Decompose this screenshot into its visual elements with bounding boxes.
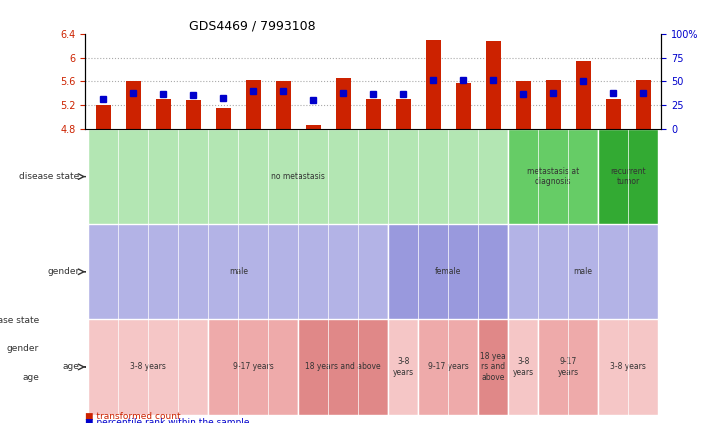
FancyBboxPatch shape [418, 319, 479, 415]
Text: recurrent
tumor: recurrent tumor [611, 167, 646, 186]
Bar [456, 82, 471, 129]
Text: ■ transformed count: ■ transformed count [85, 412, 181, 421]
Text: metastasis at
diagnosis: metastasis at diagnosis [527, 167, 579, 186]
Text: 18 years and above: 18 years and above [306, 363, 381, 371]
Bar [276, 81, 291, 129]
Text: 9-17 years: 9-17 years [233, 363, 274, 371]
Text: disease state: disease state [0, 316, 39, 325]
FancyBboxPatch shape [598, 129, 658, 224]
Bar [576, 60, 591, 129]
Bar [246, 80, 261, 129]
FancyBboxPatch shape [388, 319, 418, 415]
Bar [606, 99, 621, 129]
FancyBboxPatch shape [508, 319, 538, 415]
Text: age: age [63, 363, 80, 371]
FancyBboxPatch shape [508, 129, 598, 224]
Text: 3-8 years: 3-8 years [130, 363, 166, 371]
Text: 3-8
years: 3-8 years [392, 357, 414, 376]
Text: 3-8
years: 3-8 years [513, 357, 534, 376]
FancyBboxPatch shape [88, 319, 208, 415]
Text: ■ percentile rank within the sample: ■ percentile rank within the sample [85, 418, 250, 423]
Bar [426, 40, 441, 129]
Bar [336, 78, 351, 129]
Text: 9-17 years: 9-17 years [428, 363, 469, 371]
Bar [365, 99, 381, 129]
Bar [96, 105, 111, 129]
Text: disease state: disease state [19, 172, 80, 181]
Text: gender: gender [7, 344, 39, 354]
Text: male: male [574, 267, 593, 276]
Bar [396, 99, 411, 129]
Text: age: age [22, 373, 39, 382]
Bar [126, 81, 141, 129]
FancyBboxPatch shape [479, 319, 508, 415]
FancyBboxPatch shape [538, 319, 598, 415]
Bar [636, 80, 651, 129]
Bar [546, 80, 561, 129]
Text: female: female [435, 267, 461, 276]
FancyBboxPatch shape [388, 224, 508, 319]
Text: 18 yea
rs and
above: 18 yea rs and above [481, 352, 506, 382]
FancyBboxPatch shape [208, 319, 299, 415]
FancyBboxPatch shape [88, 129, 508, 224]
Bar [515, 81, 530, 129]
Bar [156, 99, 171, 129]
Text: 3-8 years: 3-8 years [610, 363, 646, 371]
Text: no metastasis: no metastasis [272, 172, 325, 181]
FancyBboxPatch shape [88, 224, 388, 319]
Text: male: male [229, 267, 248, 276]
FancyBboxPatch shape [598, 319, 658, 415]
Text: GDS4469 / 7993108: GDS4469 / 7993108 [189, 20, 316, 33]
Bar [186, 100, 201, 129]
Bar [306, 125, 321, 129]
Text: 9-17
years: 9-17 years [557, 357, 579, 376]
Bar [216, 107, 231, 129]
Bar [486, 41, 501, 129]
FancyBboxPatch shape [508, 224, 658, 319]
Text: gender: gender [48, 267, 80, 276]
FancyBboxPatch shape [299, 319, 388, 415]
